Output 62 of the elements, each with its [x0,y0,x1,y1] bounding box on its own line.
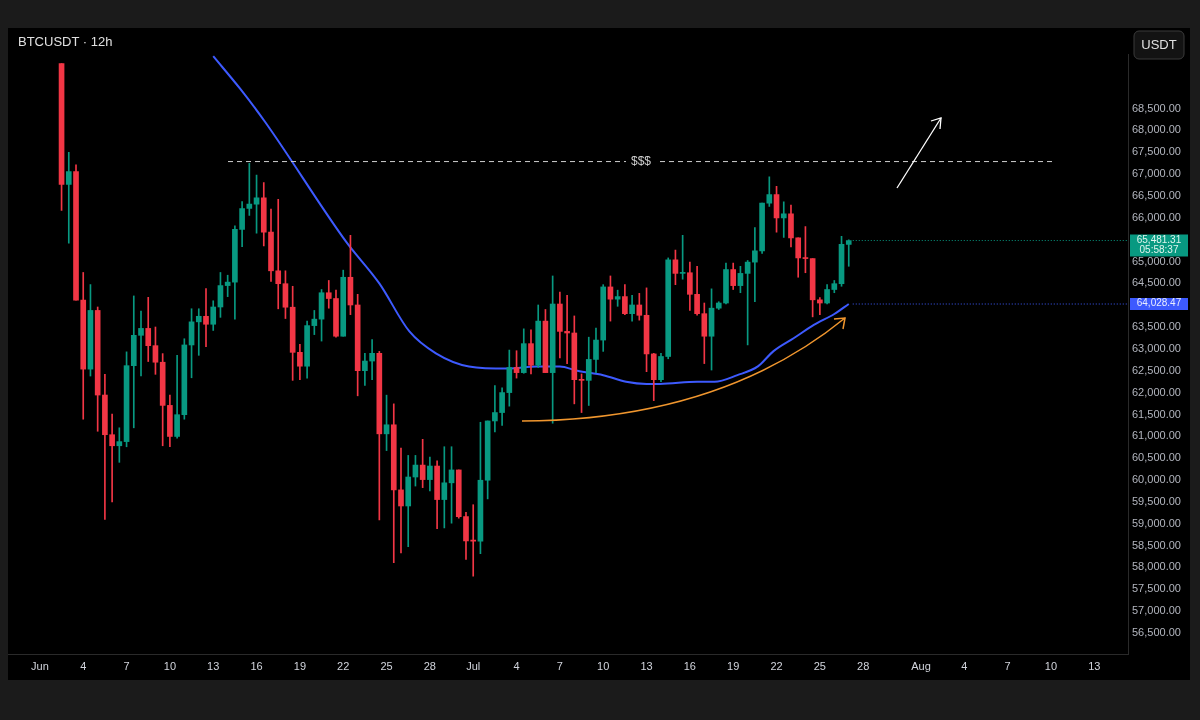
y-tick-label: 64,500.00 [1132,276,1181,289]
y-tick-label: 61,500.00 [1132,407,1181,420]
x-tick-label: 25 [813,660,826,673]
chart-title: BTCUSDT · 12h [18,33,113,49]
x-tick-label: 19 [293,660,307,673]
y-tick-label: 60,000.00 [1132,473,1181,486]
x-tick-label: 28 [423,660,437,673]
x-tick-label: Aug [911,660,931,673]
y-tick-label: 62,000.00 [1132,385,1181,398]
y-tick-label: 65,000.00 [1132,254,1181,267]
y-tick-label: 62,500.00 [1132,363,1181,376]
x-tick-label: 7 [1004,660,1011,673]
y-tick-label: 63,500.00 [1132,320,1181,333]
x-tick-label: 4 [961,660,968,673]
annotation: 64,028.47 [1136,297,1182,309]
x-tick-label: 16 [250,660,263,673]
x-tick-label: 4 [80,660,87,673]
x-tick-label: 10 [163,660,177,673]
y-tick-label: 58,000.00 [1132,560,1181,573]
x-tick-label: 10 [1044,660,1058,673]
y-tick-label: 66,000.00 [1132,210,1181,223]
y-tick-label: 57,500.00 [1132,582,1181,595]
y-tick-label: 68,500.00 [1132,101,1181,114]
candlestick [752,227,758,303]
x-tick-label: 13 [207,660,220,673]
y-tick-label: 61,000.00 [1132,429,1181,442]
y-tick-label: 67,000.00 [1132,167,1181,180]
x-tick-label: 10 [597,660,610,673]
x-tick-label: 7 [556,660,563,673]
candlestick [441,446,448,529]
y-tick-label: 68,000.00 [1132,123,1181,136]
annotation: 65,481.31 05:58:37 [1136,233,1182,255]
x-tick-label: 7 [123,660,130,673]
y-tick-label: 58,500.00 [1132,538,1181,551]
x-tick-label: 19 [727,660,740,673]
candlestick [398,447,404,554]
x-tick-label: 22 [770,660,783,673]
y-tick-label: 63,000.00 [1132,341,1181,354]
y-tick-label: 59,500.00 [1132,494,1181,507]
x-tick-label: 4 [513,660,520,673]
y-tick-label: 60,500.00 [1132,451,1181,464]
x-tick-label: 13 [1088,660,1101,673]
ref-line-label: $$$ [630,153,652,168]
x-tick-label: 13 [640,660,653,673]
candlestick [65,152,72,244]
x-tick-label: 22 [337,660,350,673]
y-tick-label: 56,500.00 [1132,625,1181,638]
y-tick-label: 67,500.00 [1132,145,1181,158]
y-axis-title: USDT [1141,36,1177,52]
x-tick-label: 25 [380,660,393,673]
x-tick-label: Jun [31,660,49,673]
candlestick [203,288,209,347]
candlestick [195,308,202,356]
x-tick-label: 28 [857,660,870,673]
x-tick-label: 16 [683,660,696,673]
y-tick-label: 66,500.00 [1132,189,1181,202]
candlestick [817,297,823,315]
candlestick [369,339,375,381]
y-tick-label: 57,000.00 [1132,604,1181,617]
x-tick-label: Jul [466,660,481,673]
y-tick-label: 59,000.00 [1132,516,1181,529]
candlestick [780,201,787,238]
